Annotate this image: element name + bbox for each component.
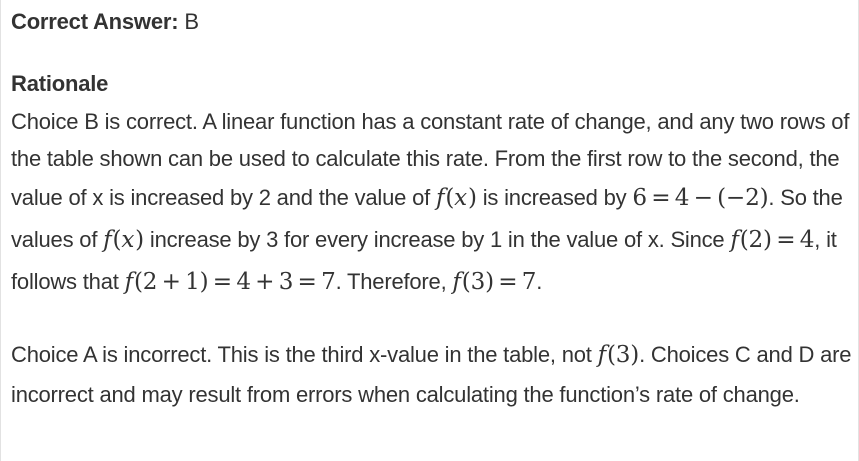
rationale-paragraphs: Choice B is correct. A linear function h…: [11, 103, 854, 413]
correct-answer-line: Correct Answer: B: [11, 5, 854, 39]
math-expression: f(2) = 4: [730, 227, 815, 253]
math-expression: 6 = 4 − (−2): [632, 185, 769, 211]
math-expression: f(x): [103, 227, 144, 253]
math-expression: f(2 + 1) = 4 + 3 = 7: [124, 269, 336, 295]
math-expression: f(3) = 7: [452, 269, 537, 295]
paragraph: Choice A is incorrect. This is the third…: [11, 342, 852, 407]
math-expression: f(3): [597, 342, 640, 368]
math-expression: f(x): [435, 185, 477, 211]
correct-answer-label: Correct Answer:: [11, 9, 179, 34]
correct-answer-value: B: [184, 9, 199, 34]
paragraph: Choice B is correct. A linear function h…: [11, 109, 850, 295]
rationale-heading: Rationale: [11, 71, 109, 96]
